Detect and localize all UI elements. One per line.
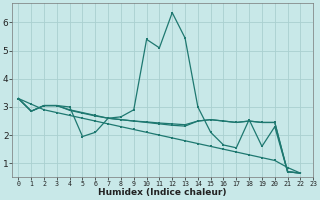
X-axis label: Humidex (Indice chaleur): Humidex (Indice chaleur) [98,188,227,197]
